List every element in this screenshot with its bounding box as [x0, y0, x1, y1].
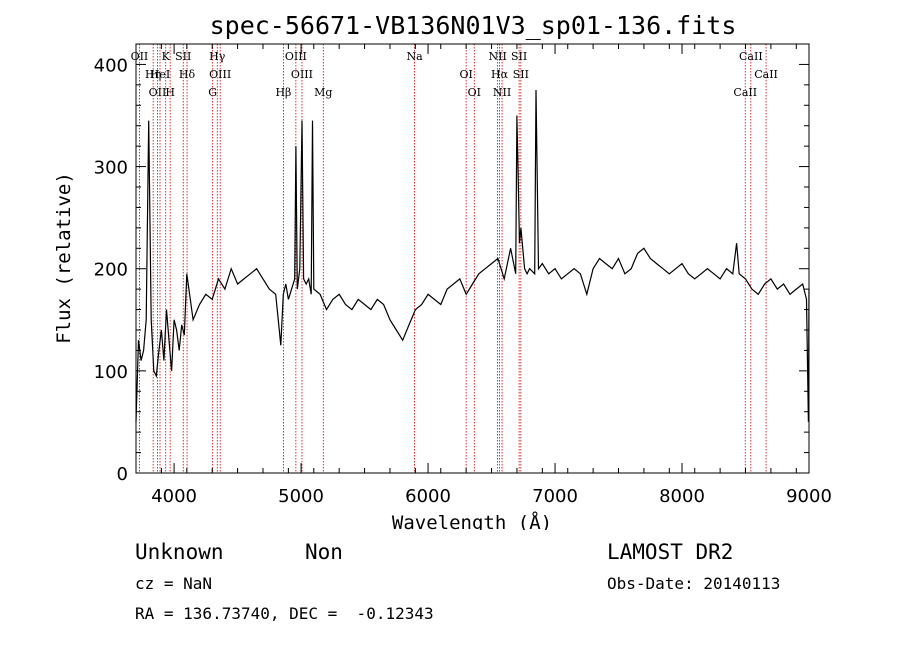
y-tick-label: 0	[117, 464, 128, 485]
plot-frame	[135, 43, 810, 474]
x-tick-label: 4000	[151, 486, 197, 507]
line-label: Na	[407, 50, 424, 63]
y-tick-label: 300	[94, 158, 128, 179]
line-label: Hγ	[209, 50, 226, 63]
line-label: OI	[468, 86, 481, 99]
line-label: OIII	[209, 68, 231, 81]
x-tick-label: 5000	[278, 486, 324, 507]
y-tick-label: 200	[94, 260, 128, 281]
y-axis-label: Flux (relative)	[53, 172, 75, 344]
object-subclass: Non	[305, 540, 343, 564]
y-axis: 0 100 200 300 400	[94, 55, 809, 485]
line-label: OI	[459, 68, 472, 81]
spectrum-line	[135, 89, 810, 422]
line-label: CaII	[739, 50, 763, 63]
line-label: SII	[175, 50, 191, 63]
x-axis-label: Wavelength (Å)	[392, 511, 552, 530]
y-tick-label: 100	[94, 362, 128, 383]
object-class: Unknown	[135, 540, 224, 564]
line-label: OIII	[285, 50, 307, 63]
line-labels: OIIHηOIIKHeIHSIIHδGHγOIIIHβOIIIOIIIMgNaO…	[131, 50, 778, 99]
line-label: OII	[149, 86, 167, 99]
line-label: OII	[131, 50, 149, 63]
x-tick-label: 6000	[405, 486, 451, 507]
line-label: Mg	[314, 86, 332, 99]
line-label: SII	[511, 50, 527, 63]
line-label: CaII	[754, 68, 778, 81]
line-label: CaII	[733, 86, 757, 99]
line-label: OIII	[291, 68, 313, 81]
line-label: Hα	[491, 68, 509, 81]
spectrum-chart: spec-56671-VB136N01V3_sp01-136.fits OIIH…	[53, 11, 832, 530]
line-label: HeI	[150, 68, 170, 81]
line-label: H	[165, 86, 175, 99]
line-label: G	[208, 86, 217, 99]
line-label: Hη	[145, 68, 161, 81]
line-label: Hβ	[275, 86, 291, 99]
redshift: cz = NaN	[135, 574, 213, 593]
line-label: K	[162, 50, 171, 63]
line-markers	[139, 44, 767, 473]
obs-date: Obs-Date: 20140113	[607, 574, 781, 593]
line-label: SII	[513, 68, 529, 81]
coordinates: RA = 136.73740, DEC = -0.12343	[135, 604, 434, 623]
survey-name: LAMOST DR2	[607, 540, 734, 564]
line-label: Hδ	[179, 68, 196, 81]
line-label: NII	[493, 86, 511, 99]
chart-title: spec-56671-VB136N01V3_sp01-136.fits	[210, 11, 737, 40]
line-label: NII	[488, 50, 506, 63]
y-tick-label: 400	[94, 55, 128, 76]
x-tick-label: 8000	[659, 486, 705, 507]
x-tick-label: 7000	[532, 486, 578, 507]
x-tick-label: 9000	[786, 486, 832, 507]
x-axis: 4000 5000 6000 7000 8000 9000	[135, 44, 832, 507]
